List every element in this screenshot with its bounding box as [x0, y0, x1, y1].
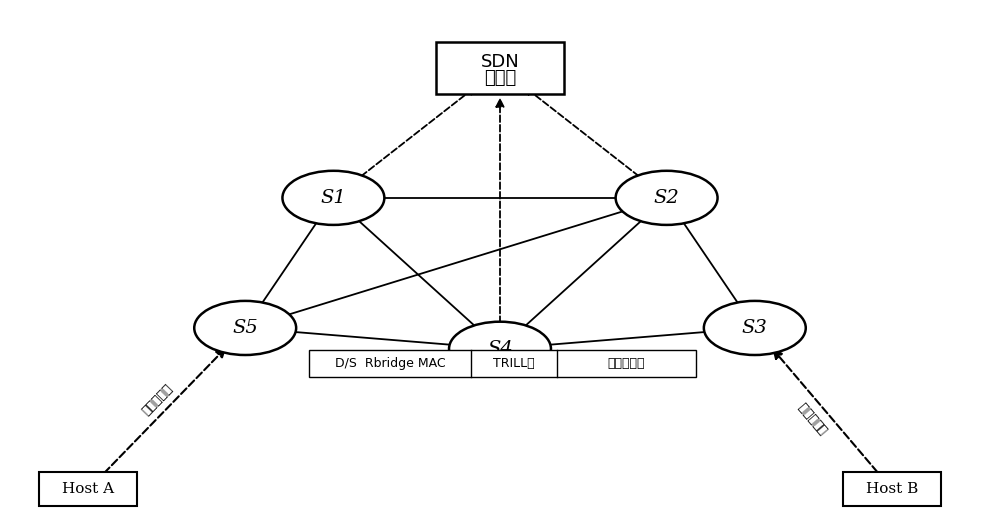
Circle shape	[282, 171, 384, 225]
Text: S5: S5	[232, 319, 258, 337]
Text: S1: S1	[321, 189, 346, 207]
Text: TRILL头: TRILL头	[493, 357, 535, 370]
Circle shape	[194, 301, 296, 355]
Circle shape	[616, 171, 718, 225]
Text: 二层数据帧: 二层数据帧	[796, 399, 831, 435]
Bar	[843, 473, 941, 506]
Bar	[39, 473, 137, 506]
Text: Host A: Host A	[62, 482, 114, 496]
Bar	[309, 350, 696, 378]
Text: S3: S3	[742, 319, 768, 337]
Circle shape	[449, 322, 551, 376]
Text: D/S  Rbridge MAC: D/S Rbridge MAC	[335, 357, 446, 370]
Text: S2: S2	[654, 189, 679, 207]
Text: 二层数据帧: 二层数据帧	[140, 382, 175, 417]
Circle shape	[704, 301, 806, 355]
Text: S4: S4	[487, 340, 513, 358]
Bar	[436, 42, 564, 94]
Text: Host B: Host B	[866, 482, 918, 496]
Text: SDN: SDN	[481, 53, 519, 71]
Text: 控制器: 控制器	[484, 69, 516, 87]
Text: 二层数据帧: 二层数据帧	[608, 357, 645, 370]
